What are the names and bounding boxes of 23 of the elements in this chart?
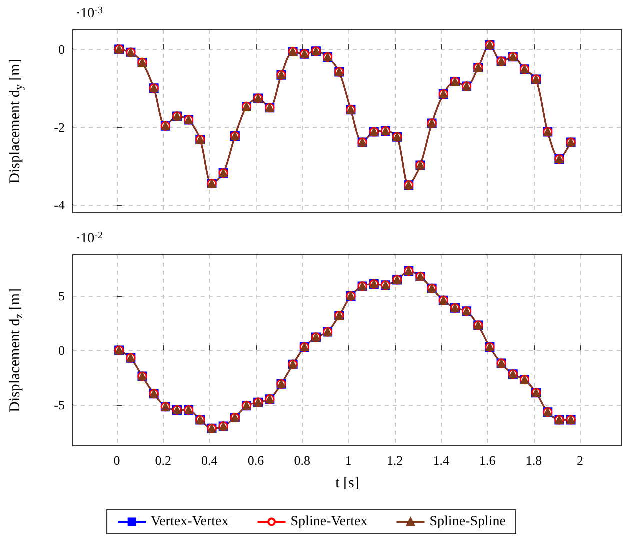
y-axis-title: Displacement dy [m] xyxy=(8,59,26,184)
y-tick-label: -2 xyxy=(54,120,65,135)
x-tick-label: 0.6 xyxy=(248,453,265,468)
x-tick-label: 1.6 xyxy=(480,453,496,468)
legend-label: Spline-Spline xyxy=(430,514,506,530)
x-tick-label: 0.8 xyxy=(294,453,310,468)
x-axis-title: t [s] xyxy=(336,476,360,492)
x-tick-label: 1.8 xyxy=(526,453,542,468)
legend-label: Spline-Vertex xyxy=(290,514,368,530)
y-tick-label: -4 xyxy=(54,198,66,213)
x-tick-label: 1.4 xyxy=(433,453,450,468)
y-tick-label: -5 xyxy=(54,397,65,412)
y-tick-label: 5 xyxy=(58,288,65,304)
x-tick-label: 1.2 xyxy=(386,453,404,468)
y-tick-label: 0 xyxy=(58,343,65,358)
x-tick-label: 0 xyxy=(114,453,120,468)
x-tick-label: 2 xyxy=(577,453,584,468)
x-tick-label: 0.4 xyxy=(202,453,218,468)
x-tick-label: 0.2 xyxy=(155,453,172,468)
y-axis-title: Displacement dz [m] xyxy=(8,288,26,413)
x-tick-label: 1 xyxy=(345,453,352,468)
y-tick-label: 0 xyxy=(58,42,65,57)
legend-label: Vertex-Vertex xyxy=(151,514,229,530)
